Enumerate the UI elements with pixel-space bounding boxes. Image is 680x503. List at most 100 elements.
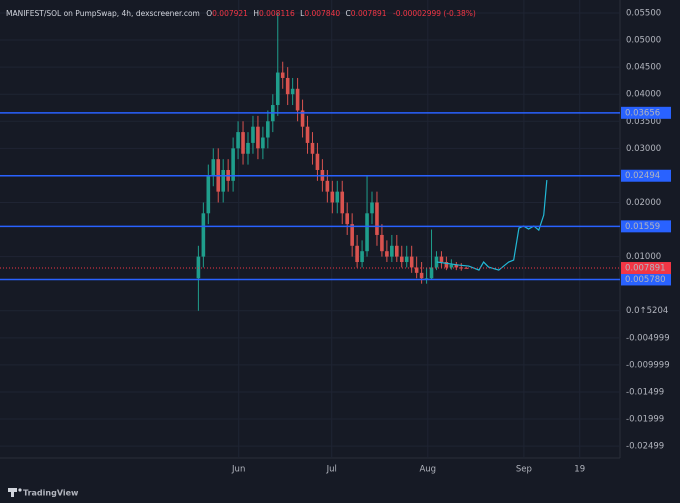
ohlc-value: 0.008116 <box>259 9 295 18</box>
candle-body <box>241 132 245 154</box>
y-tick-label: -0.01499 <box>626 387 664 397</box>
candle-body <box>404 256 409 263</box>
candle-body <box>280 72 285 78</box>
logo-shape <box>11 492 14 497</box>
candle-body <box>385 251 389 257</box>
candle-body <box>261 137 265 149</box>
grid <box>0 0 620 458</box>
candle-body <box>206 175 211 214</box>
y-tick-label: 0.0↑5204 <box>626 306 668 316</box>
ohlc-value: 0.007891 <box>351 9 387 18</box>
candle-body <box>355 245 359 263</box>
candle-body <box>414 267 419 273</box>
y-tick-label: -0.004999 <box>626 333 670 343</box>
level-label: 0.01559 <box>625 222 660 232</box>
y-tick-label: 0.05500 <box>626 8 661 18</box>
x-tick-label: Jun <box>231 465 245 475</box>
candle-body <box>360 251 364 263</box>
candle-body <box>285 77 290 95</box>
chart-header: MANIFEST/SOL on PumpSwap, 4h, dexscreene… <box>6 9 476 18</box>
x-tick-label: 19 <box>574 465 585 475</box>
last-price-label: 0.007891 <box>625 264 666 274</box>
y-tick-label: 0.05000 <box>626 36 661 46</box>
candle-body <box>365 213 369 252</box>
candle-body <box>201 213 206 257</box>
candle-body <box>409 256 414 268</box>
y-tick-label: 0.04500 <box>626 63 661 73</box>
candle-body <box>310 142 315 154</box>
y-tick-label: 0.01000 <box>626 252 661 262</box>
candle-body <box>464 267 469 269</box>
candle-body <box>345 213 349 225</box>
last-price-box <box>621 262 671 275</box>
change: -0.00002999 (-0.38%) <box>393 9 476 18</box>
candle-body <box>196 256 201 279</box>
ohlc-key: H <box>253 9 259 18</box>
candle-body <box>459 267 464 269</box>
candle-body <box>350 224 354 246</box>
level-label-box <box>621 273 671 286</box>
candle-body <box>399 256 404 263</box>
ohlc-key: C <box>346 9 351 18</box>
axes: 0.05500 0.05000 0.04500 0.04000 0.03500 0.030… <box>231 8 671 475</box>
candle-body <box>335 191 340 203</box>
projection-line <box>436 180 548 271</box>
ohlc-key: L <box>300 9 305 18</box>
candle-body <box>380 234 384 252</box>
candle-body <box>315 153 320 170</box>
symbol: MANIFEST/SOL on PumpSwap, 4h, dexscreene… <box>6 9 200 18</box>
candle-body <box>434 256 439 268</box>
x-tick-label: Aug <box>419 465 436 475</box>
candle-body <box>325 180 330 192</box>
y-tick-label: -0.009999 <box>626 360 670 370</box>
level-label: 0.005780 <box>625 275 666 285</box>
plot <box>0 12 620 311</box>
level-label-box <box>621 169 671 182</box>
candle-body <box>251 126 255 143</box>
candle-body <box>395 245 399 257</box>
candle-body <box>236 132 240 149</box>
candle-body <box>449 264 454 268</box>
x-tick-label: Sep <box>516 465 532 475</box>
candle-body <box>370 202 374 214</box>
candle-body <box>300 110 305 127</box>
candle-body <box>305 126 310 143</box>
candle-body <box>444 262 449 268</box>
candle-body <box>290 88 295 95</box>
candle-body <box>454 264 459 268</box>
brand-logo: TradingView <box>8 488 79 498</box>
candle-body <box>211 159 216 176</box>
level-label-box <box>621 220 671 233</box>
candle-body <box>390 245 394 257</box>
level-label: 0.02494 <box>625 171 660 181</box>
candle-body <box>266 121 270 138</box>
level-label: 0.03656 <box>625 108 660 118</box>
y-tick-label: 0.02000 <box>626 198 661 208</box>
level-label-box <box>621 106 671 119</box>
logo-shape <box>8 488 17 492</box>
candle-body <box>419 272 424 279</box>
candle-body <box>275 72 280 106</box>
ohlc-value: 0.007921 <box>212 9 248 18</box>
y-tick-label: 0.03500 <box>626 117 661 127</box>
brand: TradingView <box>23 489 79 498</box>
ohlc-value: 0.007840 <box>304 9 340 18</box>
candle-body <box>375 202 379 235</box>
candle-body <box>429 267 434 279</box>
y-tick-label: -0.02499 <box>626 442 664 452</box>
y-tick-label: 0.04000 <box>626 90 661 100</box>
candle-body <box>295 88 300 111</box>
candle-body <box>246 142 250 154</box>
candle-body <box>340 191 345 214</box>
y-tick-label: -0.01999 <box>626 415 664 425</box>
candle-body <box>330 191 335 203</box>
candle-body <box>231 148 235 181</box>
candle-body <box>221 169 225 192</box>
candle-body <box>439 256 444 263</box>
candle-body <box>256 126 260 149</box>
logo-shape <box>18 488 22 492</box>
x-tick-label: Jul <box>326 465 337 475</box>
ohlc-key: O <box>206 9 212 18</box>
